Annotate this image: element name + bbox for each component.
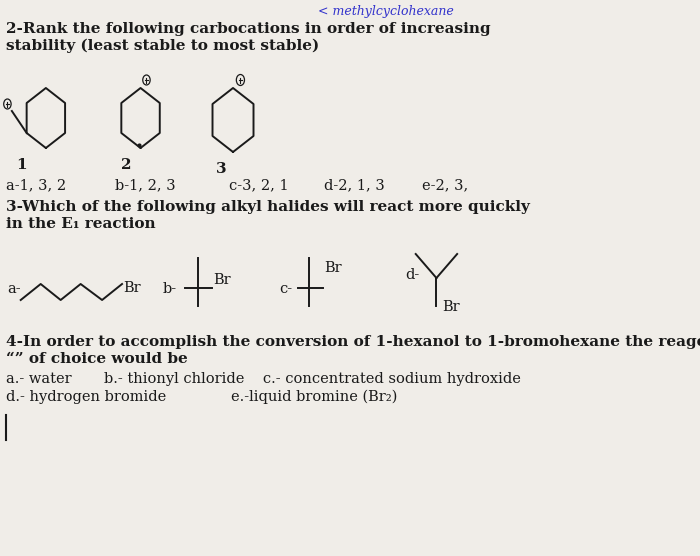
Text: d-: d- bbox=[405, 268, 419, 282]
Text: 1: 1 bbox=[16, 158, 27, 172]
Text: 4-In order to accomplish the conversion of 1-hexanol to 1-bromohexane the reagen: 4-In order to accomplish the conversion … bbox=[6, 335, 700, 349]
Text: “” of choice would be: “” of choice would be bbox=[6, 352, 188, 366]
Text: Br: Br bbox=[213, 273, 231, 287]
Text: Br: Br bbox=[442, 300, 460, 314]
Text: 2-Rank the following carbocations in order of increasing: 2-Rank the following carbocations in ord… bbox=[6, 22, 491, 36]
Text: in the E₁ reaction: in the E₁ reaction bbox=[6, 217, 155, 231]
Text: a-: a- bbox=[8, 282, 21, 296]
Text: 3-Which of the following alkyl halides will react more quickly: 3-Which of the following alkyl halides w… bbox=[6, 200, 530, 214]
Text: Br: Br bbox=[123, 281, 141, 295]
Text: b-: b- bbox=[162, 282, 177, 296]
Text: c-3, 2, 1: c-3, 2, 1 bbox=[230, 178, 289, 192]
Text: c-: c- bbox=[279, 282, 293, 296]
Text: b-1, 2, 3: b-1, 2, 3 bbox=[115, 178, 175, 192]
Text: < methylcyclohexane: < methylcyclohexane bbox=[318, 5, 454, 18]
Text: 2: 2 bbox=[120, 158, 131, 172]
Text: stability (least stable to most stable): stability (least stable to most stable) bbox=[6, 39, 319, 53]
Text: Br: Br bbox=[324, 261, 342, 275]
Text: d.- hydrogen bromide              e.-liquid bromine (Br₂): d.- hydrogen bromide e.-liquid bromine (… bbox=[6, 390, 398, 404]
Text: d-2, 1, 3: d-2, 1, 3 bbox=[324, 178, 385, 192]
Text: a.- water       b.- thionyl chloride    c.- concentrated sodium hydroxide: a.- water b.- thionyl chloride c.- conce… bbox=[6, 372, 521, 386]
Text: a-1, 3, 2: a-1, 3, 2 bbox=[6, 178, 66, 192]
Text: e-2, 3,: e-2, 3, bbox=[421, 178, 468, 192]
Text: 3: 3 bbox=[216, 162, 227, 176]
